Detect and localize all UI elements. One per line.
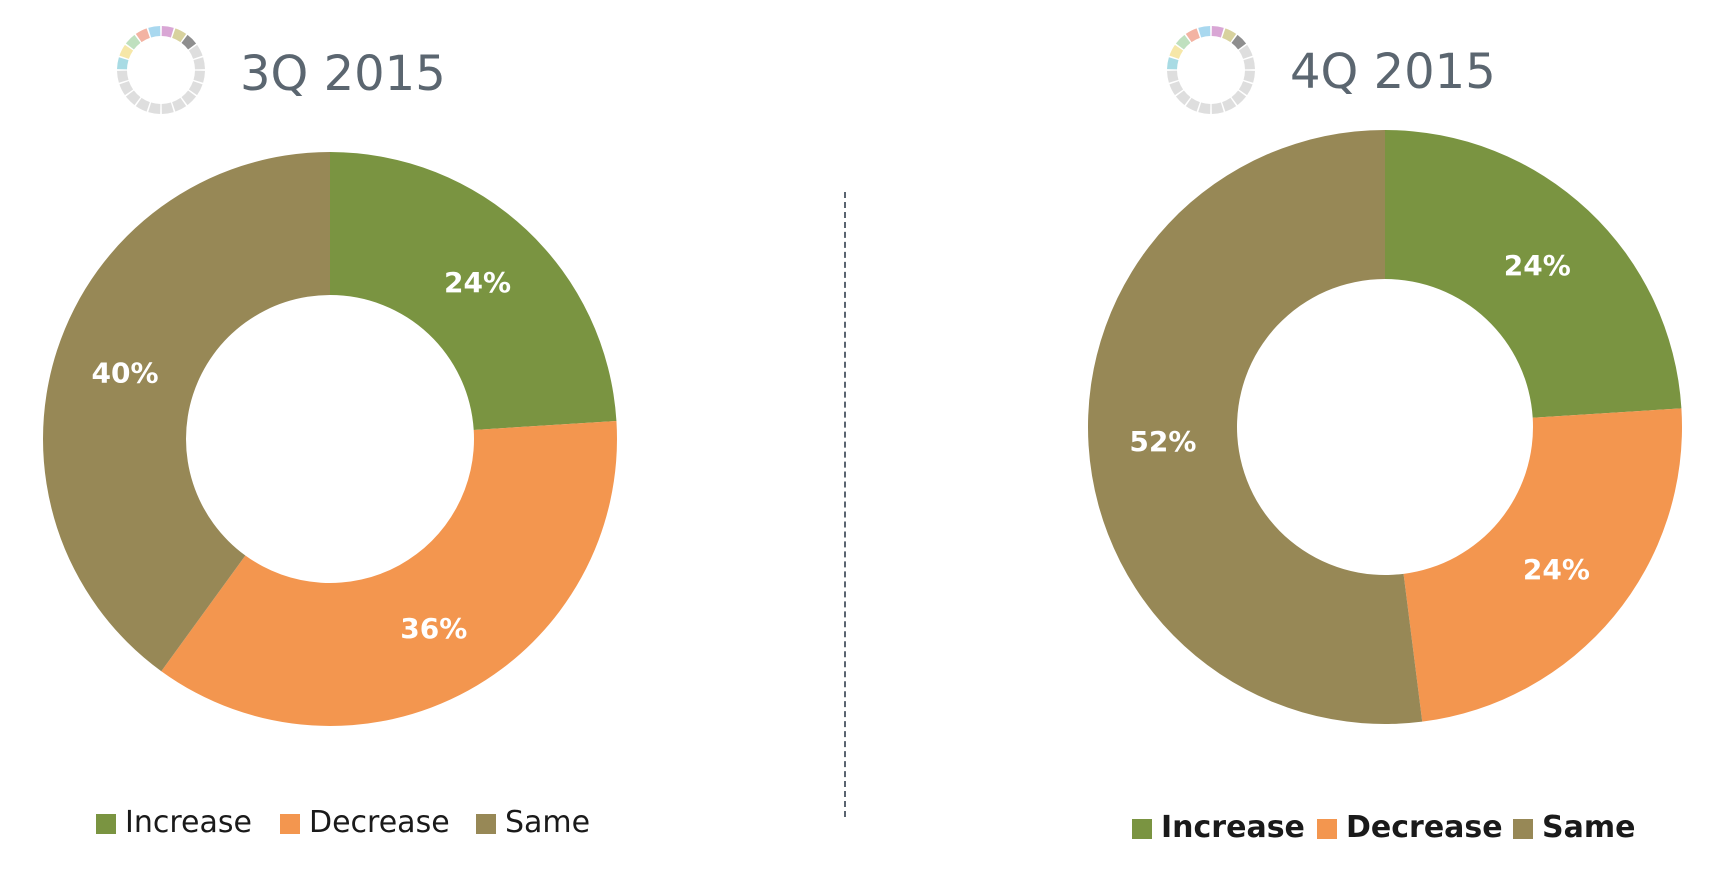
legend-label-decrease: Decrease <box>309 805 450 840</box>
ring-logo-segment <box>117 57 129 70</box>
ring-logo-segment <box>1175 90 1191 106</box>
ring-logo-segment <box>125 34 141 50</box>
ring-logo-segment <box>1222 28 1237 43</box>
legend-swatch-same <box>1513 819 1533 839</box>
legend-swatch-decrease <box>280 814 300 834</box>
ring-logo-segment <box>1167 57 1179 70</box>
ring-logo-segment <box>1185 97 1200 112</box>
ring-logo-segment <box>1169 81 1184 96</box>
ring-logo-segment <box>1231 34 1247 50</box>
ring-logo-segment <box>119 81 134 96</box>
data-label-increase: 24% <box>1504 249 1571 282</box>
ring-logo-segment <box>161 102 174 114</box>
ring-logo-segment <box>148 102 161 114</box>
ring-logo-segment <box>193 57 205 70</box>
ring-logo-segment <box>1211 26 1224 38</box>
ring-logo-segment <box>1238 81 1253 96</box>
ring-logo-segment <box>161 26 174 38</box>
legend-swatch-increase <box>96 814 116 834</box>
legend-label-decrease: Decrease <box>1346 810 1503 845</box>
ring-logo-segment <box>1243 70 1255 83</box>
chart-title: 3Q 2015 <box>240 46 446 102</box>
legend-swatch-same <box>476 814 496 834</box>
legend-label-same: Same <box>1542 810 1635 845</box>
ring-logo-segment <box>181 34 197 50</box>
slice-same <box>43 152 331 672</box>
ring-logo-segment <box>188 44 203 59</box>
ring-logo-segment <box>1211 102 1224 114</box>
slice-decrease <box>1403 408 1682 722</box>
slice-increase <box>1385 130 1682 418</box>
legend-swatch-decrease <box>1317 819 1337 839</box>
legend-label-increase: Increase <box>125 805 252 840</box>
ring-logo-segment <box>135 97 150 112</box>
ring-logo-segment <box>148 26 161 38</box>
chart-4q-2015: 4Q 2015 24% 24% 52% Increase Decrease Same <box>1050 0 1718 884</box>
ring-logo-segment <box>125 90 141 106</box>
slice-decrease <box>161 420 617 726</box>
ring-logo-icon <box>117 26 205 114</box>
donut-chart-3q-2015: 3Q 2015 24% 36% 40% Increase Decrease Same <box>43 26 617 840</box>
legend-swatch-increase <box>1132 819 1152 839</box>
ring-logo-segment <box>188 81 203 96</box>
chart-divider <box>844 192 846 817</box>
ring-logo-segment <box>1222 97 1237 112</box>
ring-logo-segment <box>1238 44 1253 59</box>
ring-logo-segment <box>1198 102 1211 114</box>
ring-logo-icon <box>1167 26 1255 114</box>
slice-same <box>1088 130 1423 724</box>
ring-logo-segment <box>172 97 187 112</box>
ring-logo-segment <box>172 28 187 43</box>
data-label-decrease: 36% <box>400 612 467 645</box>
legend-label-same: Same <box>505 805 590 840</box>
data-label-decrease: 24% <box>1523 553 1590 586</box>
ring-logo-segment <box>193 70 205 83</box>
ring-logo-segment <box>181 90 197 106</box>
chart-3q-2015: 3Q 2015 24% 36% 40% Increase Decrease Same <box>0 0 845 884</box>
legend-label-increase: Increase <box>1161 810 1305 845</box>
ring-logo-segment <box>119 44 134 59</box>
ring-logo-segment <box>1231 90 1247 106</box>
donut-chart-4q-2015: 4Q 2015 24% 24% 52% Increase Decrease Same <box>1088 26 1682 845</box>
ring-logo-segment <box>1185 28 1200 43</box>
chart-title: 4Q 2015 <box>1290 44 1496 100</box>
ring-logo-segment <box>135 28 150 43</box>
ring-logo-segment <box>1175 34 1191 50</box>
ring-logo-segment <box>1169 44 1184 59</box>
ring-logo-segment <box>1167 70 1179 83</box>
ring-logo-segment <box>1198 26 1211 38</box>
slice-increase <box>330 152 617 430</box>
ring-logo-segment <box>117 70 129 83</box>
data-label-same: 40% <box>92 356 159 389</box>
data-label-increase: 24% <box>444 266 511 299</box>
data-label-same: 52% <box>1129 425 1196 458</box>
ring-logo-segment <box>1243 57 1255 70</box>
